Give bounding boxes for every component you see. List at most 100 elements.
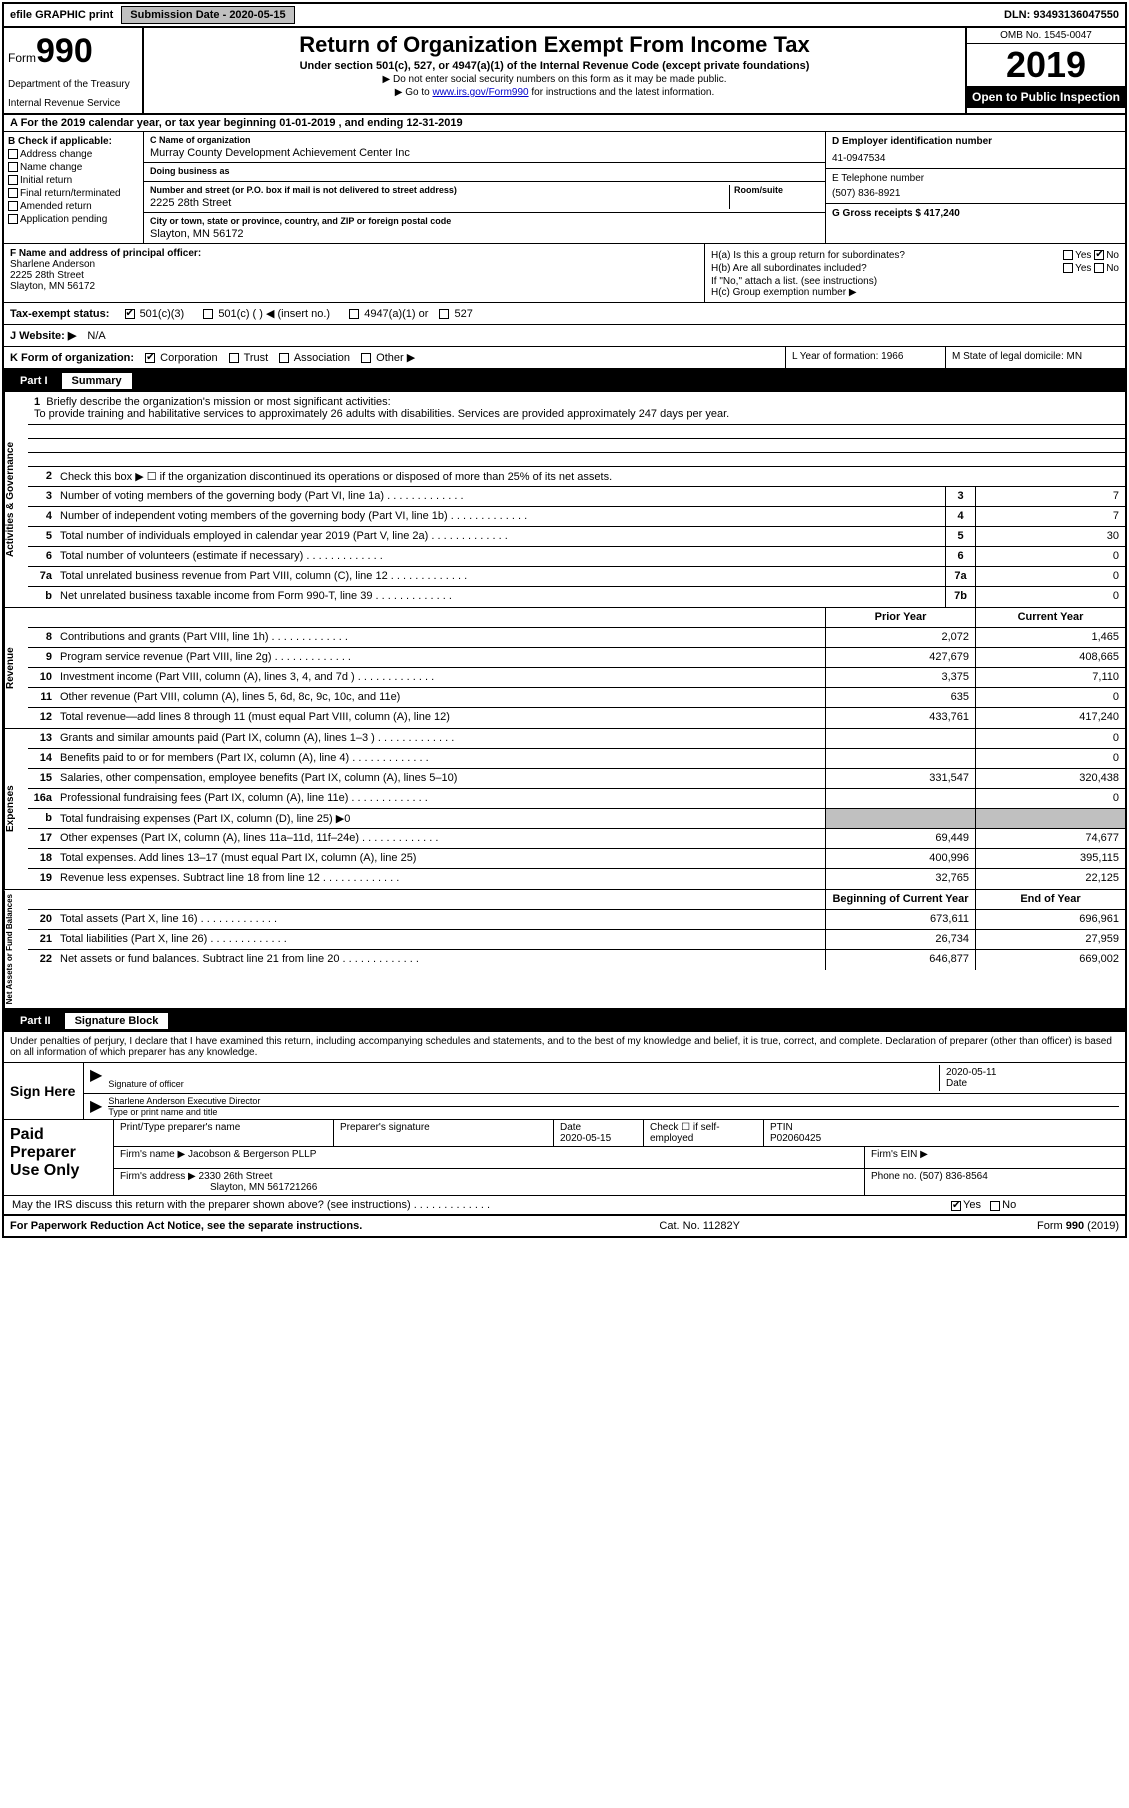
chk-name-change[interactable] (8, 162, 18, 172)
perjury-text: Under penalties of perjury, I declare th… (4, 1032, 1125, 1062)
street-value: 2225 28th Street (150, 195, 729, 209)
org-name: Murray County Development Achievement Ce… (150, 145, 819, 159)
officer-name: Sharlene Anderson (10, 259, 698, 270)
blank-line (28, 439, 1125, 453)
dept-treasury: Department of the Treasury (8, 79, 138, 90)
form-title: Return of Organization Exempt From Incom… (152, 32, 957, 58)
form-subtitle: Under section 501(c), 527, or 4947(a)(1)… (152, 60, 957, 72)
room-label: Room/suite (734, 185, 819, 195)
row-k-l-m: K Form of organization: Corporation Trus… (4, 347, 1125, 370)
header-right: OMB No. 1545-0047 2019 Open to Public In… (965, 28, 1125, 113)
form-ref: Form 990 (2019) (1037, 1220, 1119, 1232)
form-990-page: efile GRAPHIC print Submission Date - 20… (2, 2, 1127, 1238)
box-b: B Check if applicable: Address change Na… (4, 132, 144, 243)
irs-link[interactable]: www.irs.gov/Form990 (432, 87, 528, 98)
mission-block: 1 Briefly describe the organization's mi… (28, 392, 1125, 425)
ssn-note: ▶ Do not enter social security numbers o… (152, 74, 957, 85)
chk-527[interactable] (439, 309, 449, 319)
firm-phone: Phone no. (507) 836-8564 (865, 1169, 1125, 1195)
chk-501c3[interactable] (125, 309, 135, 319)
sig-officer-label: Signature of officer (108, 1079, 939, 1089)
sig-date: 2020-05-11 (946, 1067, 1113, 1078)
submission-date-button[interactable]: Submission Date - 2020-05-15 (121, 6, 294, 24)
chk-trust[interactable] (229, 353, 239, 363)
phone-label: E Telephone number (832, 173, 1119, 184)
part2-title: Signature Block (65, 1013, 169, 1029)
irs-label: Internal Revenue Service (8, 98, 138, 109)
officer-street: 2225 28th Street (10, 270, 698, 281)
chk-assoc[interactable] (279, 353, 289, 363)
vtab-revenue: Revenue (4, 608, 28, 728)
chk-amended[interactable] (8, 201, 18, 211)
efile-label: efile GRAPHIC print (4, 7, 119, 23)
ein-value: 41-0947534 (832, 147, 1119, 164)
paid-preparer-block: Paid Preparer Use Only Print/Type prepar… (4, 1120, 1125, 1196)
city-label: City or town, state or province, country… (150, 216, 819, 226)
form-word: Form (8, 51, 36, 65)
discuss-yes[interactable] (951, 1201, 961, 1211)
org-name-label: C Name of organization (150, 135, 819, 145)
chk-final-return[interactable] (8, 188, 18, 198)
ptin-value: P02060425 (770, 1133, 1119, 1144)
boxes-d-e-g: D Employer identification number 41-0947… (825, 132, 1125, 243)
omb-number: OMB No. 1545-0047 (967, 28, 1125, 44)
chk-other[interactable] (361, 353, 371, 363)
part2-num: Part II (12, 1015, 59, 1027)
tax-exempt-row: Tax-exempt status: 501(c)(3) 501(c) ( ) … (4, 303, 1125, 325)
line4-value: 7 (975, 507, 1125, 526)
part2-header: Part II Signature Block (4, 1010, 1125, 1032)
goto-note: ▶ Go to www.irs.gov/Form990 for instruct… (152, 87, 957, 98)
dba-label: Doing business as (150, 166, 819, 176)
prep-sig-label: Preparer's signature (334, 1120, 554, 1146)
box-b-title: B Check if applicable: (8, 136, 139, 147)
section-f-h: F Name and address of principal officer:… (4, 244, 1125, 303)
prep-print-label: Print/Type preparer's name (114, 1120, 334, 1146)
hb-no[interactable] (1094, 263, 1104, 273)
end-year-hdr: End of Year (975, 890, 1125, 909)
ha-no[interactable] (1094, 250, 1104, 260)
chk-initial-return[interactable] (8, 175, 18, 185)
cat-no: Cat. No. 11282Y (659, 1220, 740, 1232)
street-label: Number and street (or P.O. box if mail i… (150, 185, 729, 195)
chk-address-change[interactable] (8, 149, 18, 159)
paid-preparer-label: Paid Preparer Use Only (4, 1120, 114, 1195)
prior-year-hdr: Prior Year (825, 608, 975, 627)
page-footer: For Paperwork Reduction Act Notice, see … (4, 1216, 1125, 1236)
chk-corp[interactable] (145, 353, 155, 363)
header-left: Form990 Department of the Treasury Inter… (4, 28, 144, 113)
line7b-value: 0 (975, 587, 1125, 607)
line7a-value: 0 (975, 567, 1125, 586)
line6-value: 0 (975, 547, 1125, 566)
chk-4947[interactable] (349, 309, 359, 319)
governance-group: Activities & Governance 1 Briefly descri… (4, 392, 1125, 608)
open-inspection: Open to Public Inspection (967, 86, 1125, 108)
gross-receipts: G Gross receipts $ 417,240 (826, 204, 1125, 223)
vtab-netassets: Net Assets or Fund Balances (4, 890, 28, 1008)
form-header: Form990 Department of the Treasury Inter… (4, 28, 1125, 115)
sign-arrow-icon: ▶ (90, 1096, 102, 1117)
netassets-group: Net Assets or Fund Balances Beginning of… (4, 890, 1125, 1008)
sign-arrow-icon: ▶ (90, 1065, 102, 1091)
ha-yes[interactable] (1063, 250, 1073, 260)
officer-label: F Name and address of principal officer: (10, 248, 698, 259)
part1-header: Part I Summary (4, 370, 1125, 392)
city-value: Slayton, MN 56172 (150, 226, 819, 240)
discuss-no[interactable] (990, 1201, 1000, 1211)
firm-ein-label: Firm's EIN ▶ (865, 1147, 1125, 1168)
vtab-expenses: Expenses (4, 729, 28, 889)
officer-city: Slayton, MN 56172 (10, 281, 698, 292)
paperwork-notice: For Paperwork Reduction Act Notice, see … (10, 1220, 362, 1232)
chk-application-pending[interactable] (8, 214, 18, 224)
current-year-hdr: Current Year (975, 608, 1125, 627)
ha-label: H(a) Is this a group return for subordin… (711, 250, 905, 261)
box-h: H(a) Is this a group return for subordin… (705, 244, 1125, 302)
firm-name: Jacobson & Bergerson PLLP (188, 1149, 316, 1160)
section-b-through-g: B Check if applicable: Address change Na… (4, 132, 1125, 244)
hb-yes[interactable] (1063, 263, 1073, 273)
sign-here-label: Sign Here (4, 1063, 84, 1119)
dba-value (150, 176, 819, 178)
part1-title: Summary (62, 373, 132, 389)
discuss-question: May the IRS discuss this return with the… (4, 1196, 945, 1214)
line5-value: 30 (975, 527, 1125, 546)
chk-501c[interactable] (203, 309, 213, 319)
